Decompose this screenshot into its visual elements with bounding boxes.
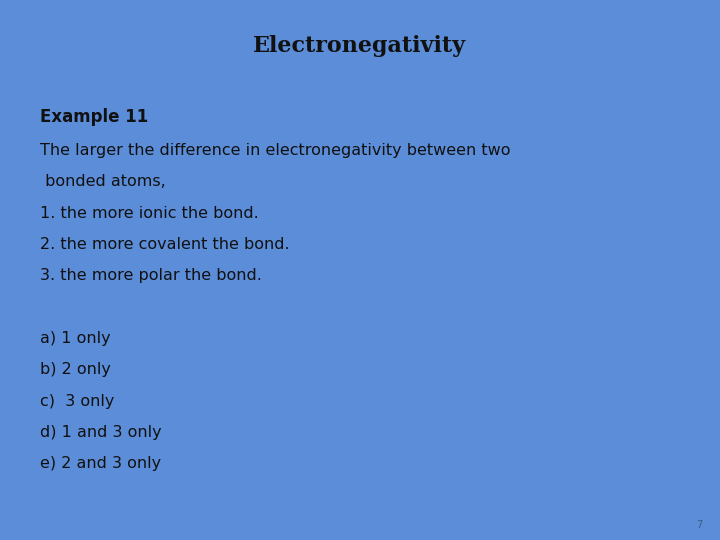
Text: e) 2 and 3 only: e) 2 and 3 only [40, 456, 161, 471]
Text: Example 11: Example 11 [40, 108, 148, 126]
Text: The larger the difference in electronegativity between two: The larger the difference in electronega… [40, 143, 510, 158]
Text: 7: 7 [696, 520, 702, 530]
Text: d) 1 and 3 only: d) 1 and 3 only [40, 425, 161, 440]
Text: a) 1 only: a) 1 only [40, 331, 110, 346]
Text: b) 2 only: b) 2 only [40, 362, 110, 377]
Text: 1. the more ionic the bond.: 1. the more ionic the bond. [40, 206, 258, 221]
Text: 2. the more covalent the bond.: 2. the more covalent the bond. [40, 237, 289, 252]
Text: c)  3 only: c) 3 only [40, 394, 114, 409]
Text: Electronegativity: Electronegativity [253, 35, 467, 57]
Text: bonded atoms,: bonded atoms, [40, 174, 166, 190]
Text: 3. the more polar the bond.: 3. the more polar the bond. [40, 268, 261, 284]
